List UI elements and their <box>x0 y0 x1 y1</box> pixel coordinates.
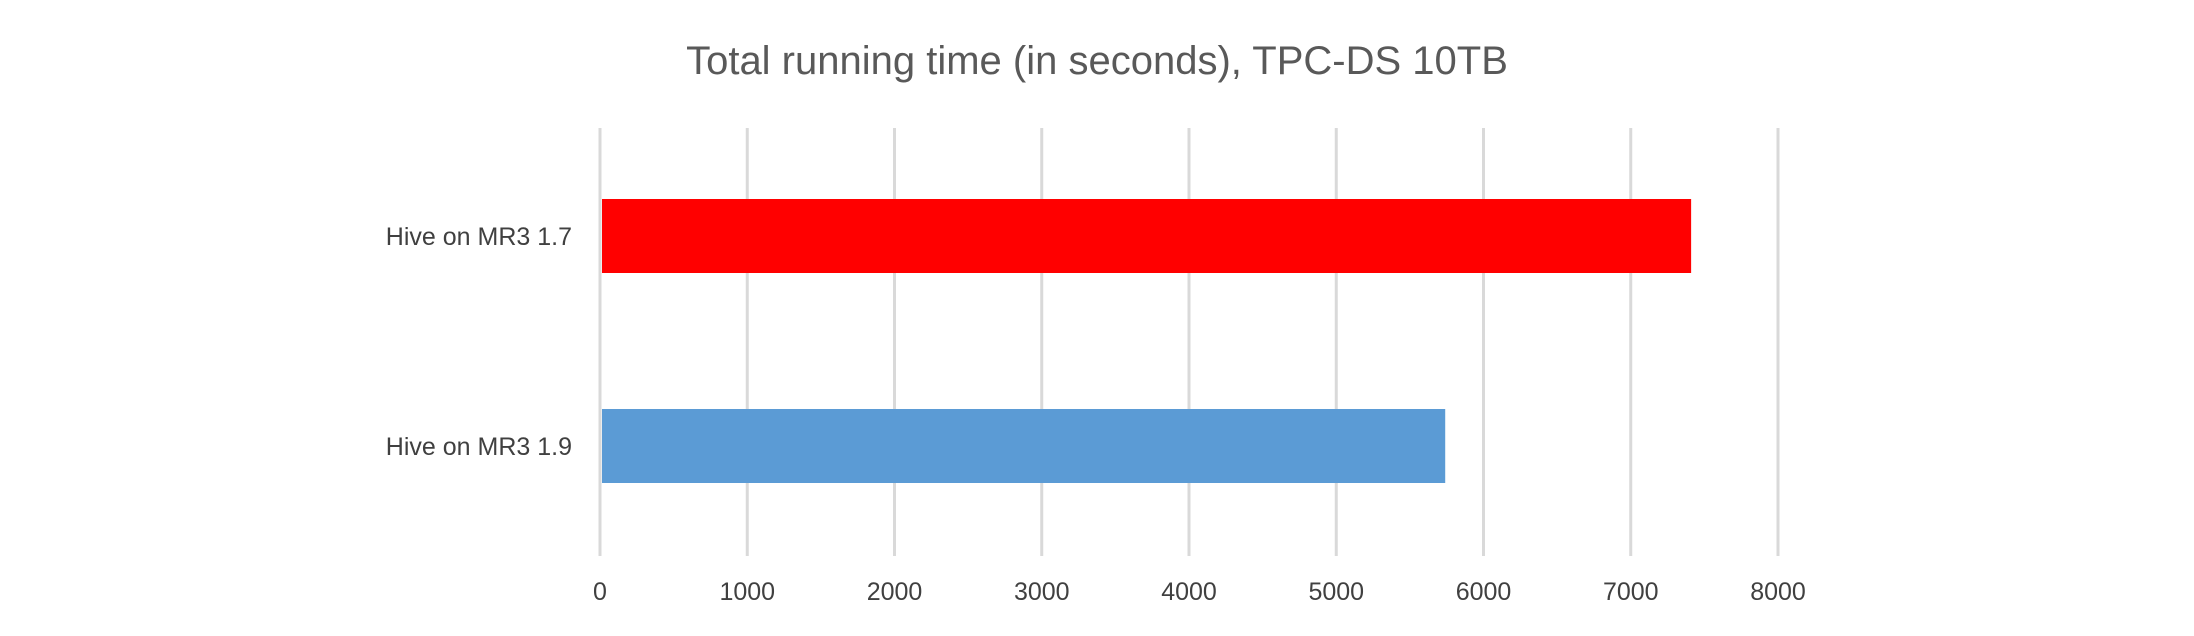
x-tick-label: 7000 <box>1603 578 1659 606</box>
gridlines <box>598 128 1780 556</box>
category-labels: Hive on MR3 1.7 Hive on MR3 1.9 <box>386 223 572 461</box>
x-axis-tick-labels: 0 1000 2000 3000 4000 5000 6000 7000 8000 <box>593 578 1806 606</box>
bar <box>602 199 1692 273</box>
chart-title: Total running time (in seconds), TPC-DS … <box>686 39 1508 83</box>
category-label: Hive on MR3 1.7 <box>386 223 572 251</box>
x-tick-label: 1000 <box>719 578 775 606</box>
x-tick-label: 2000 <box>867 578 923 606</box>
x-tick-label: 0 <box>593 578 607 606</box>
x-tick-label: 6000 <box>1456 578 1512 606</box>
x-tick-label: 8000 <box>1750 578 1806 606</box>
x-tick-label: 4000 <box>1161 578 1217 606</box>
category-label: Hive on MR3 1.9 <box>386 433 572 461</box>
bar <box>602 409 1446 483</box>
x-tick-label: 3000 <box>1014 578 1070 606</box>
x-tick-label: 5000 <box>1308 578 1364 606</box>
bars <box>602 199 1692 483</box>
